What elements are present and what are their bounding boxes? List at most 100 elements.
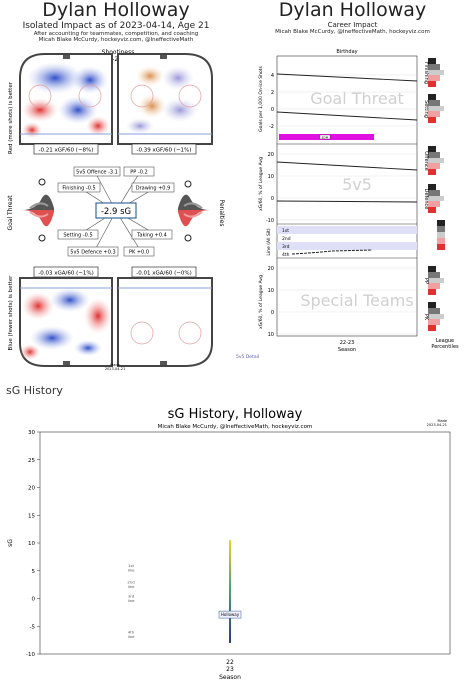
box-pp: PP -0.2 (130, 170, 147, 176)
y-tick-label-0: -10 (26, 652, 35, 658)
ref-label-1: 2nd (127, 580, 135, 585)
ref-label-sub-2: line (128, 598, 136, 603)
y1-tick-0: 4 (271, 73, 274, 79)
penalties-distribution (178, 180, 210, 242)
goal-threat-distribution (22, 178, 54, 242)
xgf-left-box (33, 143, 99, 155)
ref-label-sub-3: line (128, 634, 136, 639)
y1-tick-3: -2 (269, 124, 274, 130)
y-tick-label-3: 5 (32, 569, 36, 575)
xgf-right: -0.39 xGF/60 (−1%) (137, 148, 192, 154)
y1-tick-1: 2 (271, 90, 274, 96)
y1-label: Goals per 1,000 On-ice Shots (258, 65, 264, 131)
box-taking: Taking +0.4 (136, 233, 167, 239)
y3-tick-0: 1st (282, 228, 289, 234)
isolated-impact-figure: Shootiness -2% -0.21 xGF/60 (−8%) -0.39 … (7, 49, 225, 371)
y-tick-label-1: -5 (30, 624, 36, 630)
section-special-teams: Special Teams (300, 291, 413, 310)
penalties-label: Penalties (218, 199, 225, 226)
section-goal-threat: Goal Threat (310, 89, 404, 108)
plot-area (39, 431, 451, 655)
rink-top-left (19, 53, 113, 145)
career-impact-figure: Birthday 4 2 0 -2 Goal Threat EDM Goals … (236, 49, 459, 360)
y1-tick-2: 0 (271, 107, 274, 113)
y-tick-label-4: 10 (28, 541, 35, 547)
legend-label-1: League (436, 338, 454, 344)
y3-tick-1: 2nd (282, 236, 291, 242)
ref-label-sub-0: line (128, 567, 136, 572)
y-tick-label-6: 20 (28, 486, 35, 492)
y3-label: Line (All Sit) (266, 228, 272, 255)
ref-label-3: 4th (128, 630, 135, 635)
component-boxes: Finishing -0.5 5v5 Offence -3.1 PP -0.2 … (57, 166, 175, 257)
side-label-setting: Setting (423, 100, 429, 118)
legend-label-2: Percentiles (431, 344, 459, 350)
ref-label-sub-1: line (128, 584, 136, 589)
y2-tick-2: 0 (271, 196, 274, 202)
series-name-label: Holloway (221, 612, 240, 617)
shootiness-label: Shootiness (102, 49, 135, 56)
box-setting: Setting -0.5 (63, 233, 92, 239)
xga-right: -0.01 xGA/60 (−0%) (136, 271, 191, 277)
y4-tick-1: 10 (268, 288, 274, 294)
blue-axis-label: Blue (fewer shots) is better (8, 275, 14, 351)
section-heading: sG History (6, 384, 63, 397)
box-ev-defence: 5v5 Defence +0.3 (70, 250, 115, 256)
center-value: -2.9 sG (101, 207, 131, 217)
x-tick-line-2: 23 (226, 666, 234, 673)
ref-label-0: 1st (128, 563, 134, 568)
series-range-bar (229, 540, 231, 643)
team-bar-label: EDM (322, 136, 329, 140)
y2-label: xG/60, % of League Avg (258, 157, 264, 211)
y-tick-label-7: 25 (28, 458, 35, 464)
y4-tick-0: 20 (268, 266, 274, 272)
special-teams-panel: 20 10 0 10 Special Teams xG/60, % of Lea… (258, 266, 417, 338)
left-subtitle: Isolated Impact as of 2023-04-14, Age 21 (22, 21, 210, 31)
right-x-label: Season (338, 347, 356, 353)
box-drawing: Drawing +0.9 (136, 186, 171, 192)
center-value-box (95, 202, 137, 219)
right-x-tick: 22-23 (340, 340, 355, 346)
right-subtitle: Career Impact (327, 21, 378, 29)
y3-tick-2: 3rd (282, 244, 290, 250)
y-tick-label-8: 30 (28, 430, 35, 436)
xgf-right-box (131, 143, 197, 155)
side-label-pp: PP (423, 278, 429, 284)
left-corner-label: Made (110, 363, 120, 367)
box-finishing: Finishing -0.5 (62, 186, 95, 192)
rink-bottom-right (117, 277, 213, 367)
y2-tick-0: 20 (268, 152, 274, 158)
y-tick-label-5: 15 (28, 513, 35, 519)
side-label-pk: PK (423, 314, 429, 321)
left-byline-2: Micah Blake McCurdy, hockeyviz.com, @Ine… (38, 37, 194, 43)
chart-corner-label: Made (437, 419, 447, 423)
y-tick-label-2: 0 (32, 597, 36, 603)
xga-left: -0.03 xGA/60 (−1%) (38, 271, 93, 277)
goal-threat-panel: 4 2 0 -2 Goal Threat EDM Goals per 1,000… (258, 65, 418, 140)
y4-label: xG/60, % of League Avg (258, 275, 264, 329)
side-label-defence: Defence (423, 189, 429, 210)
goal-threat-label: Goal Threat (7, 195, 14, 231)
box-pk: PK +0.0 (129, 250, 149, 256)
birthday-label: Birthday (336, 49, 357, 55)
percentile-legend (437, 220, 445, 250)
y4-tick-2: 0 (271, 310, 274, 316)
right-byline: Micah Blake McCurdy, @IneffectiveMath, h… (275, 29, 430, 35)
side-label-offence: Offence (423, 151, 429, 170)
ref-label-2: 3rd (128, 594, 135, 599)
red-axis-label: Red (more shots) is better (8, 81, 14, 154)
series: Holloway (218, 540, 242, 643)
right-title: Dylan Holloway (278, 0, 427, 21)
side-gauges: Finishing Setting Offence Defence PP PK … (423, 58, 459, 350)
left-title: Dylan Holloway (42, 0, 190, 21)
ev-panel: 20 10 0 -10 5v5 xG/60, % of League Avg (258, 152, 418, 224)
chart-corner-date: 2023-04-21 (427, 423, 447, 427)
y-axis-ticks: -10 -5 0 5 10 15 20 25 30 (26, 430, 40, 658)
y2-tick-3: -10 (266, 218, 274, 224)
y4-tick-3: 10 (268, 332, 274, 338)
left-byline-1: After accounting for teammates, competit… (33, 31, 199, 37)
chart-subtitle: Micah Blake McCurdy, @IneffectiveMath, h… (158, 424, 313, 430)
x-axis-label: Season (219, 674, 241, 681)
chart-title: sG History, Holloway (168, 407, 303, 422)
